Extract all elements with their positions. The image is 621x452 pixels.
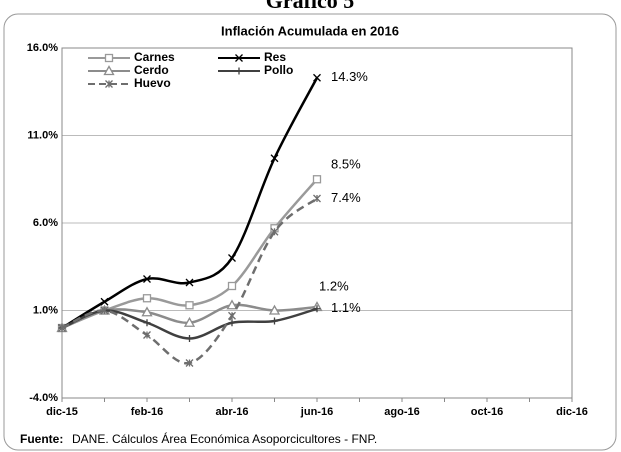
marker — [185, 301, 194, 310]
x-tick-label: ago-16 — [384, 406, 419, 418]
y-tick-label: 16.0% — [27, 42, 58, 54]
x-tick-label: dic-15 — [46, 406, 78, 418]
line — [61, 77, 319, 330]
data-label: 8.5% — [331, 157, 361, 172]
marker — [185, 359, 194, 367]
marker — [183, 316, 196, 327]
chart-title: Inflación Acumulada en 2016 — [221, 23, 399, 38]
marker — [142, 294, 152, 303]
marker — [235, 67, 243, 75]
marker — [186, 335, 193, 342]
marker — [270, 154, 279, 163]
marker — [313, 194, 321, 203]
series: 7.4% — [58, 190, 361, 367]
marker — [105, 80, 113, 88]
marker — [228, 254, 236, 262]
marker — [143, 275, 151, 283]
data-label: 1.2% — [319, 278, 349, 293]
marker — [228, 311, 236, 320]
marker — [100, 306, 109, 315]
marker — [143, 331, 151, 339]
marker — [312, 175, 322, 184]
legend-label: Pollo — [264, 63, 293, 77]
legend-label: Carnes — [134, 50, 175, 64]
y-tick-label: 11.0% — [27, 129, 58, 141]
data-label: 7.4% — [331, 190, 361, 205]
source: DANE. Cálculos Área Económica Asoporcicu… — [72, 431, 377, 446]
marker — [141, 306, 153, 317]
series: 14.3% — [58, 69, 368, 332]
marker — [228, 319, 236, 327]
data-label: 14.3% — [331, 69, 368, 84]
marker — [100, 297, 109, 306]
marker — [58, 324, 66, 332]
marker — [271, 317, 278, 325]
marker — [143, 319, 151, 327]
x-tick-label: oct-16 — [471, 406, 503, 418]
marker — [226, 299, 238, 310]
marker — [313, 73, 321, 82]
legend-label: Res — [264, 50, 286, 64]
marker — [268, 304, 281, 315]
marker — [270, 227, 279, 236]
legend-label: Huevo — [134, 76, 171, 90]
x-tick-label: feb-16 — [131, 406, 163, 418]
marker — [104, 53, 114, 63]
y-tick-label: -4.0% — [29, 392, 58, 404]
x-tick-label: abr-16 — [215, 406, 248, 418]
frame — [3, 13, 617, 451]
marker — [235, 54, 243, 62]
marker — [103, 65, 115, 76]
legend-label: Cerdo — [134, 63, 169, 77]
marker — [185, 278, 194, 287]
header: Gráfico 5 — [266, 0, 355, 13]
y-tick-label: 6.0% — [33, 217, 58, 229]
marker — [313, 305, 321, 313]
source-label: Fuente: — [20, 432, 63, 446]
x-tick-label: jun-16 — [300, 406, 333, 418]
y-tick-label: 1.0% — [33, 304, 58, 316]
x-tick-label: dic-16 — [556, 406, 588, 418]
data-label: 1.1% — [331, 300, 361, 315]
marker — [227, 281, 237, 291]
